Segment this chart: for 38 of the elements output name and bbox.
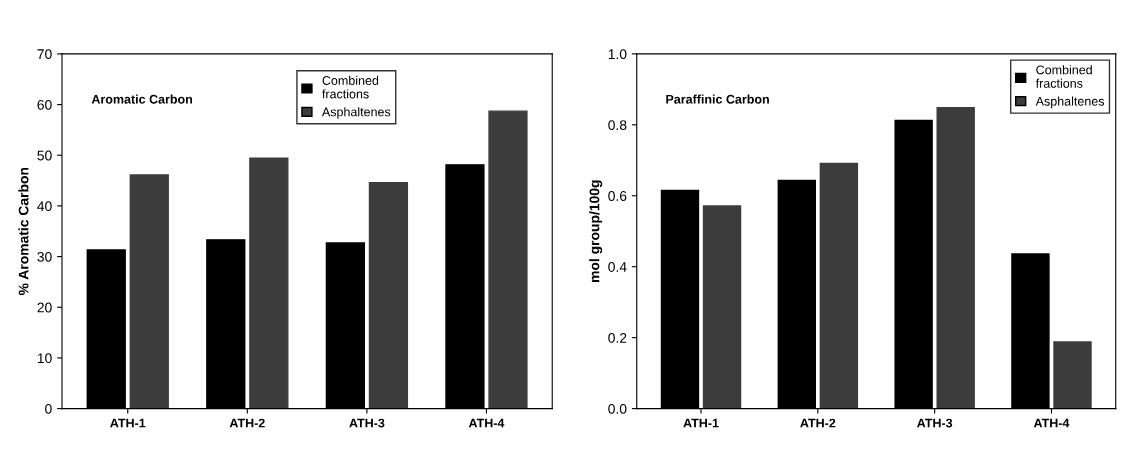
y-tick-label: 50: [37, 150, 52, 161]
y-tick-label: 10: [37, 353, 52, 364]
x-tick-label: ATH-4: [468, 418, 505, 428]
y-tick-label: 1.0: [608, 49, 627, 60]
y-tick-label: 0.8: [608, 120, 627, 130]
legend-label: Combined fractions: [1035, 65, 1092, 88]
y-tick-label: 70: [37, 49, 52, 60]
legend-label: Asphaltenes: [321, 107, 391, 119]
x-tick-label: ATH-1: [110, 418, 146, 428]
y-axis-title: % Aromatic Carbon: [18, 167, 29, 296]
x-tick-label: ATH-3: [349, 418, 385, 428]
legend-label: Asphaltenes: [1035, 96, 1105, 109]
bar: [249, 157, 289, 409]
y-tick-label: 20: [37, 302, 52, 313]
y-tick-label: 0.0: [608, 403, 627, 414]
y-tick-label: 30: [37, 251, 52, 262]
bar: [129, 174, 169, 409]
y-axis-title: mol group/100g: [589, 180, 603, 283]
y-tick-label: 0.4: [608, 262, 627, 272]
legend-label: Combined fractions: [322, 75, 379, 99]
bar: [368, 181, 409, 409]
x-tick-label: ATH-4: [1033, 418, 1070, 428]
x-tick-label: ATH-2: [800, 418, 836, 428]
bar: [819, 162, 859, 409]
text: Paraffinic Carbon: [666, 94, 769, 104]
bar: [488, 110, 528, 409]
text: Aromatic Carbon: [91, 94, 193, 104]
y-tick-label: 60: [37, 99, 52, 110]
x-tick-label: ATH-1: [683, 418, 719, 428]
y-tick-label: 0: [45, 403, 52, 414]
x-tick-label: ATH-3: [917, 418, 953, 428]
y-tick-label: 40: [37, 201, 52, 212]
y-tick-label: 0.2: [608, 332, 627, 343]
bar: [936, 107, 975, 409]
x-tick-label: ATH-2: [229, 418, 265, 428]
bar: [702, 205, 742, 409]
bar: [1053, 341, 1092, 409]
y-tick-label: 0.6: [608, 191, 627, 201]
